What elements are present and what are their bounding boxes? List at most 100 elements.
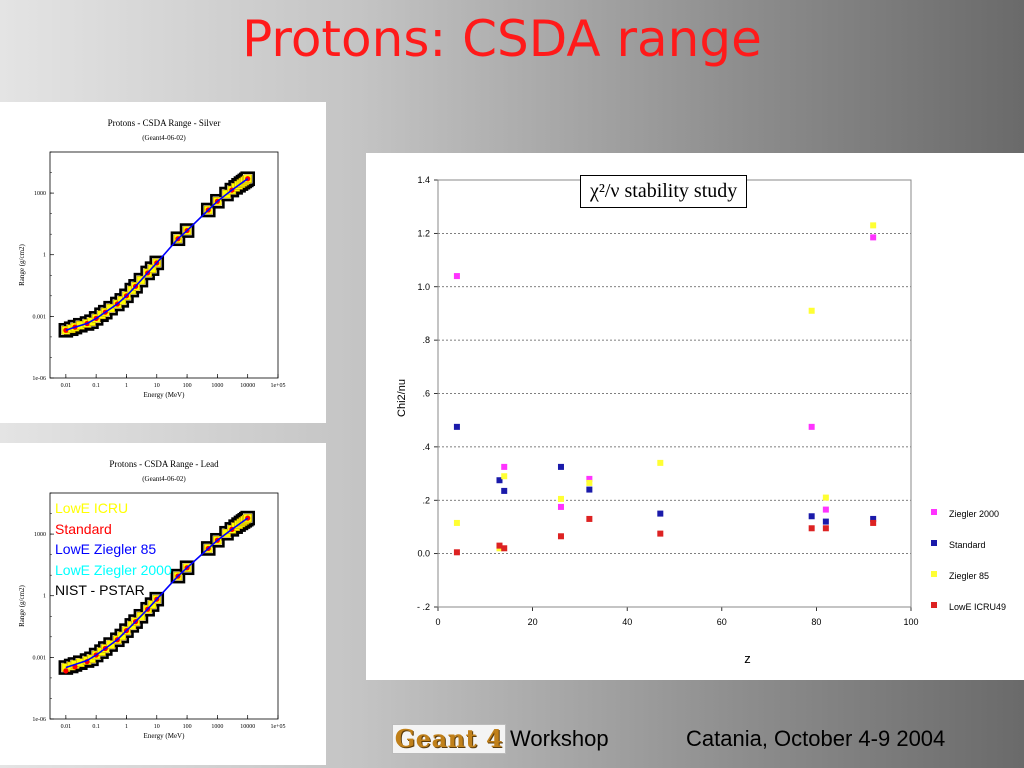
- x-tick-label: 0: [435, 617, 440, 627]
- legend-label: Ziegler 85: [949, 571, 989, 581]
- y-tick-label: 1: [43, 594, 46, 600]
- legend-swatch: [931, 571, 937, 577]
- chart-subtitle: (Geant4-06-02): [142, 475, 186, 483]
- data-point: [808, 423, 815, 430]
- y-tick-label: .2: [422, 495, 430, 505]
- legend-label: LowE ICRU49: [949, 602, 1006, 612]
- data-point: [808, 307, 815, 314]
- data-point: [501, 545, 508, 552]
- legend-entry: LowE ICRU: [55, 500, 129, 516]
- x-tick-label: 1: [125, 724, 128, 730]
- y-tick-label: 1e-06: [32, 717, 46, 723]
- y-tick-label: 1.2: [417, 228, 430, 238]
- data-point: [657, 510, 664, 517]
- geant4-logo: Geant 4: [392, 724, 506, 754]
- y-axis-label: Chi2/nu: [396, 379, 408, 417]
- plot-frame: [49, 151, 279, 379]
- data-point: [870, 222, 877, 229]
- plot-frame: [49, 492, 279, 720]
- lead-range-chart: Protons - CSDA Range - Lead (Geant4-06-02…: [18, 459, 286, 740]
- lead-range-panel: Protons - CSDA Range - Lead (Geant4-06-02…: [0, 443, 326, 765]
- y-tick-label: 1.0: [417, 282, 430, 292]
- chart-subtitle: (Geant4-06-02): [142, 134, 186, 142]
- data-point: [453, 423, 460, 430]
- x-tick-label: 10000: [240, 724, 255, 730]
- data-point: [870, 515, 877, 522]
- footer-date: Catania, October 4-9 2004: [686, 726, 946, 751]
- x-tick-label: 60: [717, 617, 727, 627]
- x-tick-label: 10: [154, 724, 160, 730]
- x-axis-label: Energy (MeV): [144, 391, 186, 399]
- data-point: [557, 495, 564, 502]
- data-point: [453, 273, 460, 280]
- legend-entry: Standard: [55, 520, 112, 537]
- y-tick-label: 1e-06: [32, 376, 46, 382]
- legend-label: Standard: [949, 540, 986, 550]
- x-tick-label: 0.1: [92, 383, 100, 389]
- legend-entry: NIST - PSTAR: [55, 582, 145, 598]
- legend-label: Ziegler 2000: [949, 509, 999, 519]
- x-tick-label: 100: [903, 617, 918, 627]
- data-point: [496, 542, 503, 549]
- data-point: [586, 479, 593, 486]
- data-point: [453, 549, 460, 556]
- y-tick-label: .8: [422, 335, 430, 345]
- chart-title: Protons - CSDA Range - Silver: [108, 118, 221, 128]
- data-point: [822, 518, 829, 525]
- lead-chart-legend: LowE ICRU Standard LowE Ziegler 85 LowE …: [55, 498, 172, 601]
- x-tick-label: 0.01: [61, 383, 72, 389]
- y-tick-label: .6: [422, 389, 430, 399]
- data-point: [586, 515, 593, 522]
- x-tick-label: 0.1: [92, 724, 100, 730]
- data-point: [557, 503, 564, 510]
- y-tick-label: - .2: [417, 602, 430, 612]
- footer-workshop: Workshop: [510, 726, 609, 751]
- data-point: [657, 459, 664, 466]
- y-tick-label: 1000: [34, 532, 46, 538]
- y-tick-label: 0.001: [33, 314, 47, 320]
- x-tick-label: 1e+05: [270, 724, 285, 730]
- silver-range-panel: Protons - CSDA Range - Silver (Geant4-06-…: [0, 102, 326, 423]
- y-tick-label: 1000: [34, 191, 46, 197]
- legend-swatch: [931, 602, 937, 608]
- ziegler85-line: [65, 178, 249, 332]
- data-point: [501, 463, 508, 470]
- x-tick-label: 0.01: [61, 724, 72, 730]
- legend-entry: LowE Ziegler 85: [55, 541, 157, 557]
- standard-marker: [63, 668, 69, 674]
- data-point: [657, 530, 664, 537]
- x-tick-label: 1e+05: [270, 383, 285, 389]
- x-tick-label: 20: [528, 617, 538, 627]
- y-tick-label: .4: [422, 442, 430, 452]
- data-point: [586, 475, 593, 482]
- slide-title: Protons: CSDA range: [242, 10, 762, 68]
- x-tick-label: 80: [811, 617, 821, 627]
- y-tick-label: 1: [43, 253, 46, 259]
- y-tick-label: 0.001: [33, 655, 47, 661]
- data-point: [870, 234, 877, 241]
- x-axis-label: z: [744, 651, 751, 666]
- chi2-chart: - .2 0.0 .2 .4 .6 .8 1.0 1.2 1.4 0 20 40 60 80 100 z Chi…: [396, 175, 1006, 666]
- x-tick-label: 1000: [211, 383, 223, 389]
- y-tick-label: 1.4: [417, 175, 430, 185]
- data-point: [501, 487, 508, 494]
- data-point: [822, 506, 829, 513]
- data-point: [808, 525, 815, 532]
- silver-range-chart: Protons - CSDA Range - Silver (Geant4-06-…: [18, 118, 286, 399]
- data-point: [822, 525, 829, 532]
- data-point: [808, 513, 815, 520]
- data-point: [453, 519, 460, 526]
- x-tick-label: 100: [183, 724, 192, 730]
- y-axis-label: Range (g/cm2): [18, 243, 26, 285]
- x-tick-label: 10: [154, 383, 160, 389]
- x-tick-label: 10000: [240, 383, 255, 389]
- legend-swatch: [931, 509, 937, 515]
- y-axis-label: Range (g/cm2): [18, 584, 26, 626]
- legend-entry: LowE Ziegler 2000: [55, 561, 172, 578]
- data-point: [870, 519, 877, 526]
- x-tick-label: 1: [125, 383, 128, 389]
- x-tick-label: 1000: [211, 724, 223, 730]
- data-point: [822, 494, 829, 501]
- data-point: [496, 477, 503, 484]
- y-tick-label: 0.0: [417, 549, 430, 559]
